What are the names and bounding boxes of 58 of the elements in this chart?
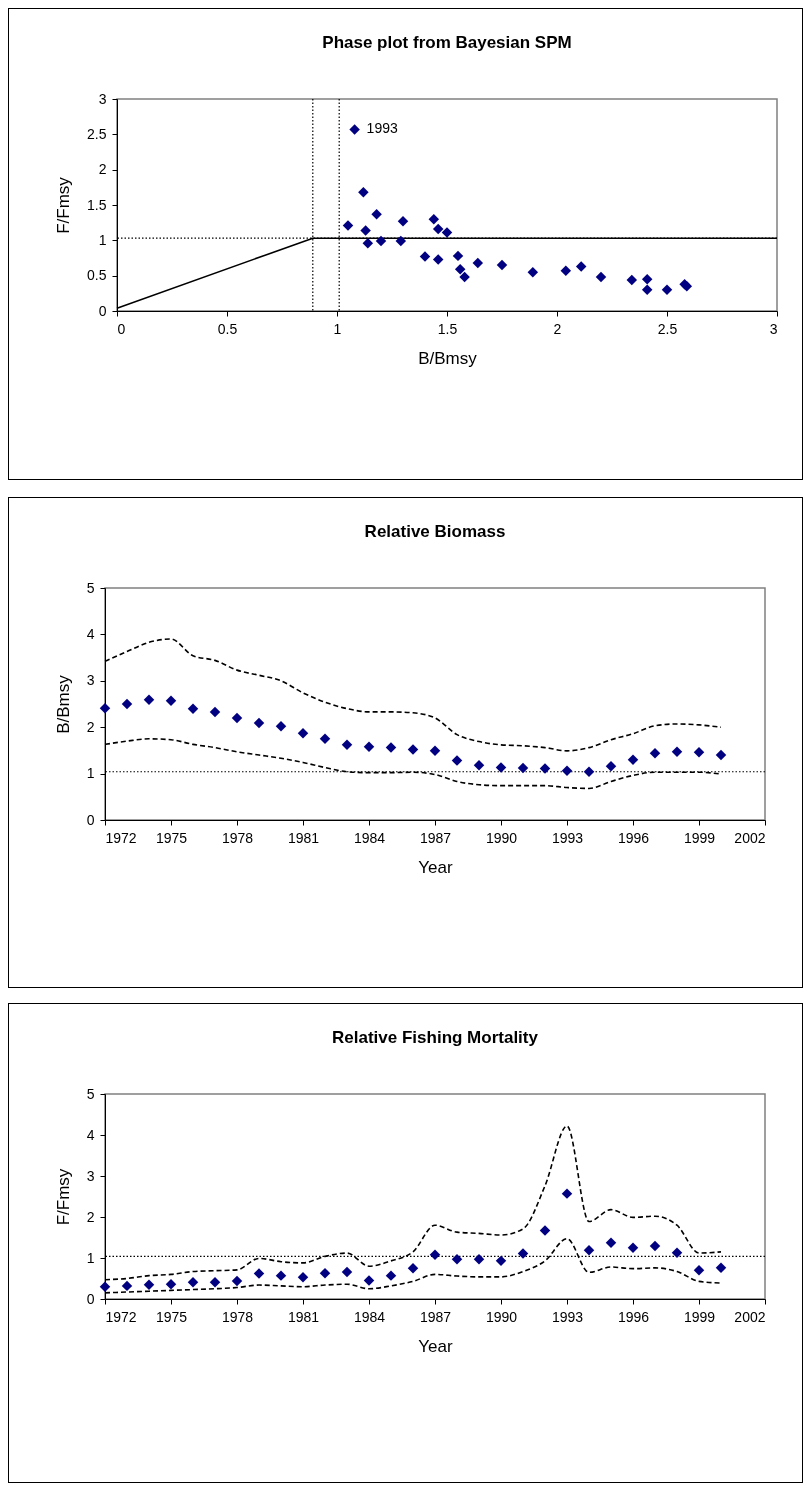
y-tick-label: 0.5: [87, 267, 107, 284]
y-tick-label: 5: [86, 579, 95, 596]
chart-title: Phase plot from Bayesian SPM: [322, 33, 572, 52]
x-tick-label: 1975: [155, 829, 188, 846]
y-tick-label: 3: [86, 672, 95, 689]
y-tick-label: 4: [86, 625, 95, 642]
y-tick-label: 1: [86, 765, 95, 782]
x-tick-label: 1993: [551, 1308, 584, 1325]
x-tick-label: 1: [333, 320, 342, 337]
x-axis-title: B/Bmsy: [418, 348, 478, 368]
y-tick-label: 2: [98, 161, 107, 178]
y-tick-label: 3: [86, 1167, 95, 1184]
x-tick-label: 1999: [683, 1308, 716, 1325]
x-tick-label: 1996: [617, 829, 650, 846]
x-tick-label: 1987: [419, 1308, 452, 1325]
x-tick-label: 1972: [105, 829, 137, 846]
y-axis-title: B/Bmsy: [53, 674, 73, 734]
annotation: 1993: [366, 120, 398, 137]
x-tick-label: 2.5: [657, 320, 678, 337]
x-axis-title: Year: [418, 1336, 454, 1356]
y-tick-label: 4: [86, 1126, 95, 1143]
y-tick-label: 2.5: [87, 125, 107, 142]
x-tick-label: 0.5: [217, 320, 238, 337]
x-tick-label: 1996: [617, 1308, 650, 1325]
y-tick-label: 0: [86, 1290, 95, 1307]
y-tick-label: 0: [86, 811, 95, 828]
y-tick-label: 2: [86, 718, 95, 735]
x-tick-label: 1972: [105, 1308, 137, 1325]
x-tick-label: 0: [117, 320, 126, 337]
x-tick-label: 2: [553, 320, 562, 337]
x-tick-label: 1990: [485, 829, 518, 846]
chart-title: Relative Biomass: [364, 522, 506, 541]
y-tick-label: 5: [86, 1085, 95, 1102]
y-tick-label: 1: [98, 231, 107, 248]
chart-title: Relative Fishing Mortality: [332, 1028, 539, 1047]
y-tick-label: 1.5: [87, 196, 107, 213]
x-tick-label: 1978: [221, 1308, 254, 1325]
x-tick-label: 1.5: [437, 320, 458, 337]
x-tick-label: 1984: [353, 829, 386, 846]
x-tick-label: 1984: [353, 1308, 386, 1325]
y-tick-label: 1: [86, 1249, 95, 1266]
x-tick-label: 1981: [287, 1308, 320, 1325]
y-axis-title: F/Fmsy: [54, 176, 74, 234]
y-axis-title: F/Fmsy: [53, 1168, 73, 1226]
x-axis-title: Year: [418, 857, 454, 877]
x-tick-label: 1993: [551, 829, 584, 846]
x-tick-label: 2002: [734, 1308, 766, 1325]
x-tick-label: 1990: [485, 1308, 518, 1325]
x-tick-label: 2002: [734, 829, 766, 846]
x-tick-label: 1981: [287, 829, 320, 846]
y-tick-label: 2: [86, 1208, 95, 1225]
y-tick-label: 3: [98, 90, 107, 107]
x-tick-label: 1999: [683, 829, 716, 846]
x-tick-label: 1978: [221, 829, 254, 846]
y-tick-label: 0: [98, 302, 107, 319]
x-tick-label: 1987: [419, 829, 452, 846]
x-tick-label: 3: [769, 320, 778, 337]
x-tick-label: 1975: [155, 1308, 188, 1325]
